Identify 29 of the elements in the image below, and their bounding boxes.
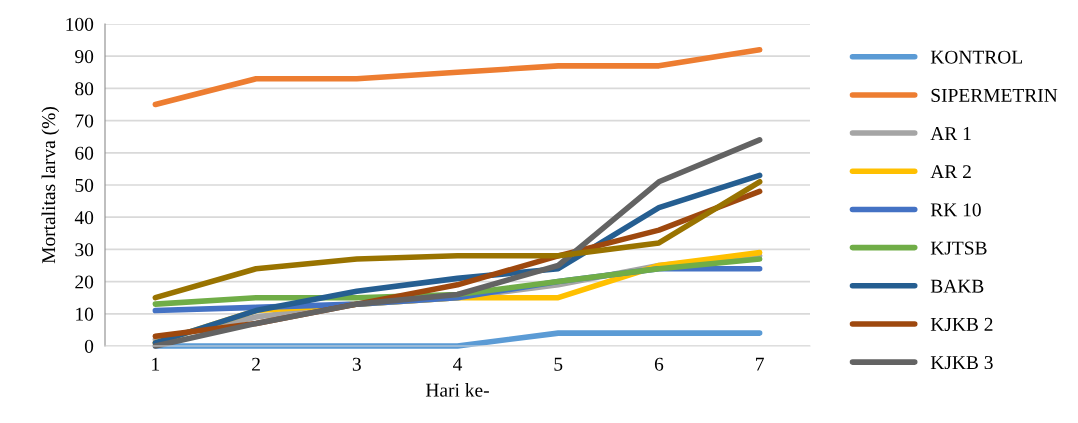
y-tick-label: 100 xyxy=(66,17,94,31)
y-axis-title: Mortalitas larva (%) xyxy=(41,107,60,264)
x-tick-label: 5 xyxy=(554,357,563,371)
y-tick-label: 50 xyxy=(75,178,94,192)
legend-label: KONTROL xyxy=(930,50,1022,64)
y-tick-label: 40 xyxy=(74,211,94,225)
legend-label: KJTSB xyxy=(930,241,987,255)
y-tick-label: 80 xyxy=(75,82,94,96)
y-tick-label: 90 xyxy=(75,50,94,64)
x-tick-label: 2 xyxy=(252,357,260,371)
y-tick-label: 70 xyxy=(75,114,94,128)
legend-label: SIPERMETRIN xyxy=(931,88,1058,102)
y-tick-label: 10 xyxy=(76,307,94,321)
legend-label: BAKB xyxy=(930,279,984,293)
legend-label: RK 10 xyxy=(930,203,981,217)
y-tick-label: 20 xyxy=(75,275,94,289)
x-tick-label: 1 xyxy=(152,357,160,371)
legend-label: KJKB 2 xyxy=(930,317,993,331)
legend-label: KJKB 3 xyxy=(930,356,993,370)
legend-label: AR 1 xyxy=(930,127,971,140)
x-axis-title: Hari ke- xyxy=(425,383,489,397)
x-tick-label: 7 xyxy=(756,357,764,371)
y-tick-label: 30 xyxy=(75,243,94,257)
legend-label: AR 2 xyxy=(930,165,971,179)
y-tick-label: 60 xyxy=(75,146,94,160)
x-tick-label: 4 xyxy=(453,357,463,371)
x-tick-label: 6 xyxy=(654,357,664,371)
y-tick-label: 0 xyxy=(84,339,94,353)
x-tick-label: 3 xyxy=(352,357,361,371)
